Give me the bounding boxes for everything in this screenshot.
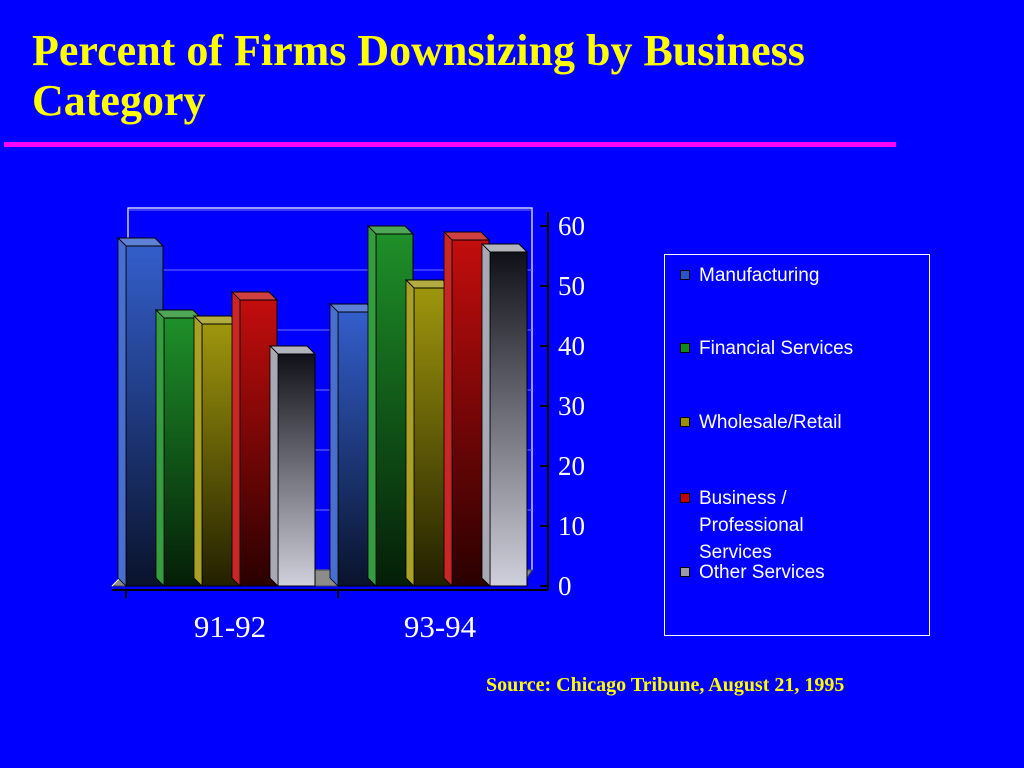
bar-side-wholesale-retail-91-92	[193, 315, 203, 587]
y-tick-label: 40	[558, 331, 585, 361]
legend-swatch-financial-services	[680, 343, 690, 353]
y-tick-label: 20	[558, 451, 585, 481]
chart-legend: Manufacturing Financial Services Wholesa…	[664, 254, 930, 636]
legend-label: Financial Services	[699, 338, 854, 359]
bar-other-services-91-92	[277, 353, 316, 587]
legend-swatch-manufacturing	[680, 270, 690, 280]
bar-side-other-services-93-94	[481, 243, 491, 587]
y-tick-label: 50	[558, 271, 585, 301]
page-title: Percent of Firms Downsizing by Business …	[32, 26, 805, 125]
legend-label: Other Services	[699, 562, 825, 583]
title-divider	[4, 142, 896, 147]
bar-side-wholesale-retail-93-94	[405, 279, 415, 587]
legend-item-wholesale-retail: Wholesale/Retail	[680, 409, 922, 436]
y-tick-label: 10	[558, 511, 585, 541]
bar-side-financial-services-91-92	[155, 309, 165, 587]
x-tick-label: 93-94	[404, 609, 477, 644]
bar-other-services-93-94	[489, 251, 528, 587]
legend-item-financial-services: Financial Services	[680, 335, 922, 362]
x-tick-label: 91-92	[194, 609, 266, 644]
legend-item-other-services: Other Services	[680, 559, 922, 586]
legend-label: Manufacturing	[699, 265, 820, 286]
legend-swatch-other-services	[680, 567, 690, 577]
bar-side-financial-services-93-94	[367, 225, 377, 587]
bar-side-business-professional-services-91-92	[231, 291, 241, 587]
source-citation: Source: Chicago Tribune, August 21, 1995	[486, 674, 845, 696]
legend-swatch-business-professional-services	[680, 493, 690, 503]
y-tick-label: 0	[558, 571, 572, 601]
bar-side-business-professional-services-93-94	[443, 231, 453, 587]
bar-side-manufacturing-91-92	[117, 237, 127, 587]
legend-item-business-professional-services: Business / Professional Services	[680, 485, 857, 566]
legend-label: Wholesale/Retail	[699, 412, 842, 433]
bar-side-manufacturing-93-94	[329, 303, 339, 587]
bar-side-other-services-91-92	[269, 345, 279, 587]
legend-label: Business / Professional Services	[699, 488, 804, 563]
legend-swatch-wholesale-retail	[680, 417, 690, 427]
y-tick-label: 60	[558, 211, 585, 241]
y-tick-label: 30	[558, 391, 585, 421]
legend-item-manufacturing: Manufacturing	[680, 262, 922, 289]
